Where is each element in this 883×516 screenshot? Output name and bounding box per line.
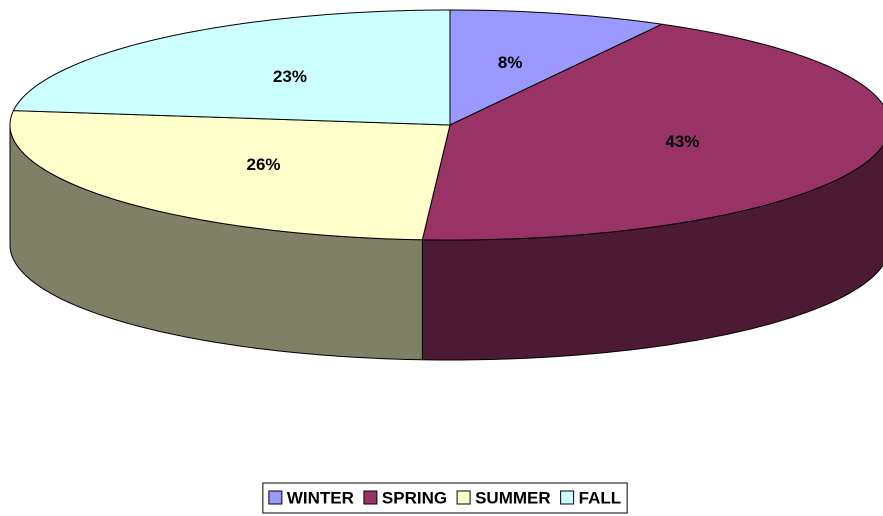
slice bbox=[421, 23, 883, 241]
legend-swatch bbox=[268, 490, 283, 505]
data-label: 43% bbox=[665, 132, 699, 151]
slice bbox=[12, 9, 451, 126]
legend-swatch bbox=[363, 490, 378, 505]
legend-label: WINTER bbox=[287, 488, 354, 507]
legend-label: FALL bbox=[579, 488, 622, 507]
legend-label: SUMMER bbox=[475, 488, 551, 507]
slice bbox=[9, 110, 451, 241]
legend-label: SPRING bbox=[382, 488, 447, 507]
data-label: 26% bbox=[247, 155, 281, 174]
legend: WINTER SPRING SUMMER FALL bbox=[262, 482, 628, 514]
legend-swatch bbox=[560, 490, 575, 505]
data-label: 8% bbox=[498, 53, 523, 72]
slice bbox=[449, 9, 664, 126]
data-label: 23% bbox=[273, 67, 307, 86]
legend-swatch bbox=[456, 490, 471, 505]
